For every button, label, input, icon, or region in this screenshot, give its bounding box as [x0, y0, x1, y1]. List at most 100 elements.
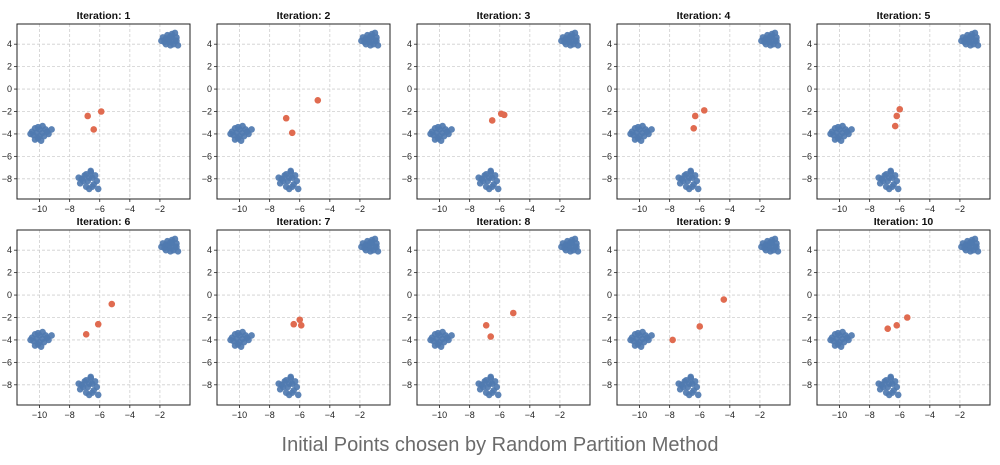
cluster-3-point [373, 37, 380, 45]
cluster-2-point [288, 183, 296, 190]
cluster-2-point [479, 383, 487, 391]
centroid-point [893, 322, 901, 329]
centroid-point [288, 129, 296, 137]
cluster-2-point [875, 174, 882, 181]
cluster-1-point [448, 126, 455, 133]
cluster-3-point [562, 40, 570, 48]
cluster-2-point [491, 378, 499, 385]
y-tick-label: 0 [607, 84, 612, 94]
centroid-point [700, 107, 708, 114]
y-tick-label: 2 [207, 62, 212, 72]
cluster-1-point [431, 342, 439, 349]
y-tick-label: 2 [807, 268, 812, 278]
centroid-point [290, 320, 298, 328]
cluster-2-point [688, 183, 696, 190]
cluster-1-point [34, 123, 42, 131]
cluster-2-point [888, 389, 896, 396]
panel-1: Iteration: 1 −10 −8 −6 −4 −2 −8 −6 −4 −2 0 2 4 [2, 10, 191, 214]
cluster-2-point [75, 380, 82, 387]
x-tick-label: −6 [295, 410, 305, 420]
cluster-2-point [885, 380, 893, 387]
cluster-1-point [36, 132, 43, 140]
centroid-point [90, 126, 98, 133]
cluster-2-point [893, 383, 901, 391]
cluster-3-point [558, 243, 565, 251]
cluster-2-point [893, 177, 901, 185]
cluster-2-point [494, 185, 502, 193]
cluster-1-point [48, 126, 55, 133]
x-tick-label: −8 [265, 204, 275, 214]
centroid-point [500, 111, 508, 119]
figure-caption: Initial Points chosen by Random Partitio… [281, 434, 719, 456]
cluster-1-point [827, 336, 834, 344]
cluster-2-point [285, 174, 293, 181]
cluster-1-point [234, 123, 242, 131]
cluster-2-point [91, 172, 99, 179]
cluster-2-point [93, 383, 101, 391]
cluster-1-point [427, 130, 434, 138]
centroid-point [903, 314, 911, 321]
cluster-3-point [171, 29, 179, 37]
y-tick-label: 0 [207, 290, 212, 300]
cluster-2-point [894, 185, 902, 193]
x-tick-label: −10 [432, 410, 447, 420]
x-tick-label: −4 [725, 410, 735, 420]
centroid-point [282, 114, 290, 122]
y-tick-label: −8 [2, 174, 12, 184]
y-tick-label: 0 [607, 290, 612, 300]
cluster-2-point [87, 167, 95, 175]
y-tick-label: −6 [202, 151, 212, 161]
cluster-2-point [488, 183, 496, 190]
x-tick-label: −4 [325, 410, 335, 420]
cluster-3-point [371, 29, 379, 37]
cluster-1-point [34, 329, 42, 337]
y-tick-label: −2 [602, 313, 612, 323]
cluster-2-point [287, 167, 295, 175]
panel-title: Iteration: 10 [874, 216, 934, 228]
cluster-3-point [158, 37, 165, 45]
cluster-2-point [75, 174, 82, 181]
cluster-1-point [431, 136, 439, 143]
centroid-point [297, 322, 305, 329]
cluster-2-point [494, 391, 502, 399]
cluster-1-point [648, 126, 655, 133]
centroid-point [97, 108, 105, 115]
cluster-2-point [885, 174, 893, 181]
cluster-3-point [558, 37, 565, 45]
x-tick-label: −10 [832, 204, 847, 214]
y-tick-label: 0 [407, 84, 412, 94]
centroid-point [884, 325, 892, 333]
x-tick-label: −4 [525, 410, 535, 420]
y-tick-label: −4 [2, 129, 12, 139]
y-tick-label: −2 [802, 313, 812, 323]
y-tick-label: 2 [7, 62, 12, 72]
cluster-2-point [691, 172, 699, 179]
y-tick-label: −8 [602, 380, 612, 390]
y-tick-label: 4 [607, 39, 612, 49]
cluster-1-point [836, 338, 843, 346]
panel-title: Iteration: 3 [477, 10, 531, 22]
y-tick-label: −4 [202, 129, 212, 139]
y-tick-label: −4 [402, 335, 412, 345]
cluster-1-point [631, 342, 639, 349]
cluster-2-point [493, 383, 501, 391]
cluster-2-point [288, 389, 296, 396]
panel-title: Iteration: 6 [77, 216, 131, 228]
cluster-2-point [94, 185, 102, 193]
centroid-point [896, 105, 904, 113]
cluster-2-point [879, 177, 887, 185]
cluster-3-point [373, 243, 380, 251]
cluster-3-point [958, 37, 965, 45]
y-tick-label: −6 [202, 357, 212, 367]
panel-title: Iteration: 1 [77, 10, 131, 22]
cluster-3-point [573, 243, 580, 251]
cluster-2-point [687, 373, 695, 381]
y-tick-label: −4 [602, 129, 612, 139]
cluster-3-point [567, 33, 574, 40]
x-tick-label: −4 [725, 204, 735, 214]
cluster-2-point [287, 373, 295, 381]
x-tick-label: −6 [895, 204, 905, 214]
x-tick-label: −10 [832, 410, 847, 420]
y-tick-label: −8 [802, 380, 812, 390]
cluster-1-point [848, 126, 855, 133]
